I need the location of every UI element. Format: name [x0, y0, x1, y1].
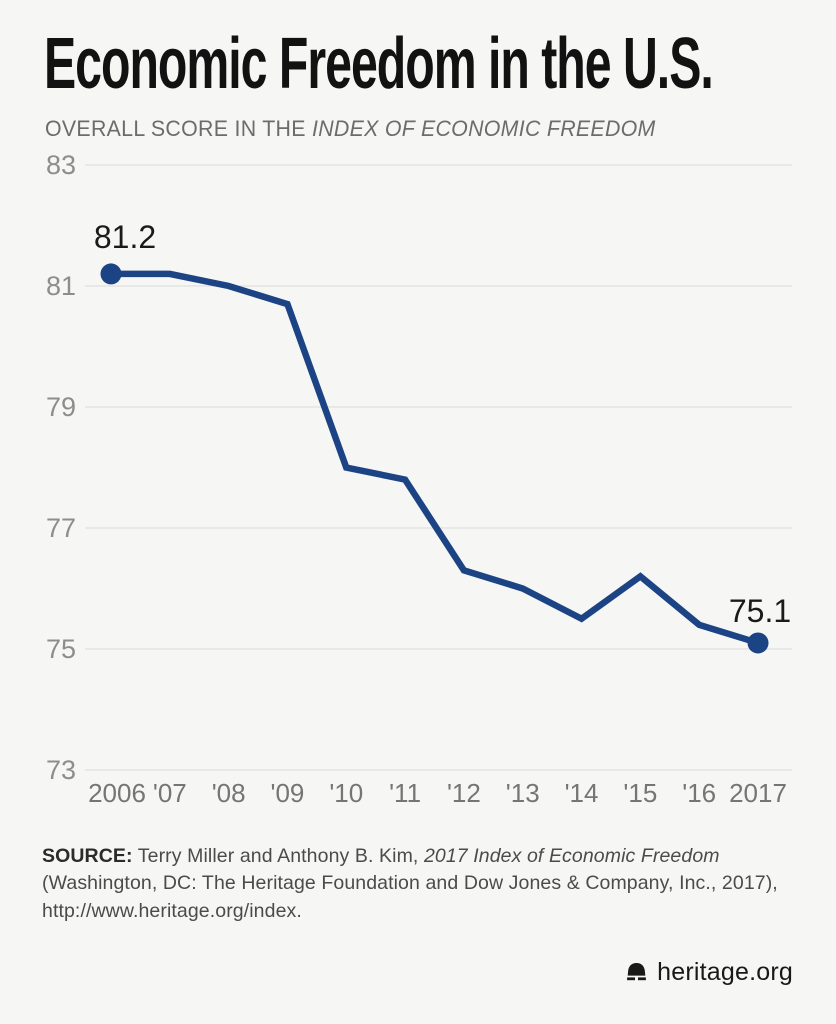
data-point-label: 75.1 — [729, 593, 791, 629]
y-axis-tick-label: 83 — [46, 150, 76, 180]
y-axis-tick-label: 73 — [46, 755, 76, 785]
x-axis-tick-label: '10 — [329, 778, 363, 808]
liberty-bell-icon — [627, 963, 647, 981]
footer-brand-text: heritage.org — [657, 958, 793, 986]
x-axis-tick-label: '14 — [565, 778, 599, 808]
subtitle-italic-text: INDEX OF ECONOMIC FREEDOM — [312, 116, 656, 141]
chart-subtitle: OVERALL SCORE IN THE INDEX OF ECONOMIC F… — [45, 116, 656, 142]
page-title: Economic Freedom in the U.S. — [44, 24, 714, 104]
data-point-marker — [100, 263, 122, 285]
x-axis-tick-label: '12 — [447, 778, 481, 808]
source-citation-italic: 2017 Index of Economic Freedom — [423, 845, 720, 867]
y-axis-tick-label: 75 — [46, 634, 76, 664]
x-axis-tick-label: '16 — [682, 778, 716, 808]
x-axis-tick-label: '09 — [271, 778, 305, 808]
x-axis-tick-label: 2006 — [88, 778, 146, 808]
source-text-1: Terry Miller and Anthony B. Kim, — [132, 845, 424, 867]
y-axis-tick-label: 81 — [46, 271, 76, 301]
x-axis-tick-label: '13 — [506, 778, 540, 808]
source-label: SOURCE: — [42, 845, 133, 867]
subtitle-text: OVERALL SCORE IN THE — [45, 116, 313, 141]
footer-brand: heritage.org — [625, 958, 793, 987]
data-point-label: 81.2 — [94, 219, 156, 255]
y-axis-tick-label: 77 — [46, 513, 76, 543]
source-note: SOURCE: Terry Miller and Anthony B. Kim,… — [42, 843, 794, 925]
x-axis-tick-label: '08 — [212, 778, 246, 808]
x-axis-tick-label: '11 — [389, 778, 421, 808]
x-axis-tick-label: 2017 — [729, 778, 787, 808]
x-axis-tick-label: '15 — [623, 778, 657, 808]
data-point-marker — [747, 632, 769, 654]
trend-line — [111, 270, 759, 647]
x-axis-tick-label: '07 — [153, 778, 187, 808]
source-text-2: (Washington, DC: The Heritage Foundation… — [42, 872, 778, 922]
y-axis-tick-label: 79 — [46, 392, 76, 422]
